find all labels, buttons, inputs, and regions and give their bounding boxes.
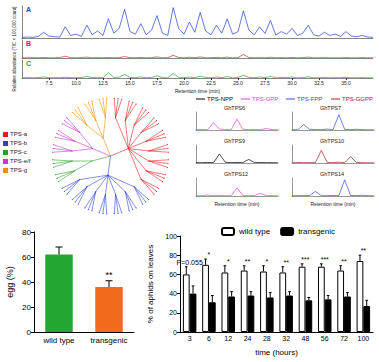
svg-text:32: 32 [282,335,290,342]
svg-text:TPS-NPP: TPS-NPP [207,96,233,102]
svg-text:30.0: 30.0 [287,80,297,86]
svg-text:25.0: 25.0 [233,80,243,86]
svg-text:40: 40 [22,278,31,287]
svg-text:TPS-a: TPS-a [10,131,28,137]
svg-text:% of aphids on leaves: % of aphids on leaves [146,245,155,323]
svg-text:time (hours): time (hours) [255,348,298,357]
svg-text:12.5: 12.5 [98,80,108,86]
svg-text:Relative abundance (TIC × 100,: Relative abundance (TIC × 100,000 count) [12,6,17,91]
svg-text:48: 48 [302,335,310,342]
svg-text:20: 20 [22,303,31,312]
svg-text:GhTPS7: GhTPS7 [320,105,341,111]
svg-text:56: 56 [321,335,329,342]
svg-text:24: 24 [244,335,252,342]
svg-text:TPS-e/f: TPS-e/f [10,158,31,164]
svg-text:Retention time (min): Retention time (min) [214,201,259,207]
svg-text:GhTPS12: GhTPS12 [224,171,248,177]
svg-text:22.5: 22.5 [206,80,216,86]
svg-text:80: 80 [22,228,31,237]
svg-text:7.5: 7.5 [46,80,53,86]
svg-text:transgenic: transgenic [298,227,335,236]
svg-text:12: 12 [224,335,232,342]
svg-text:32.5: 32.5 [314,80,324,86]
svg-text:TPS-g: TPS-g [10,167,27,173]
svg-text:B: B [26,40,31,47]
svg-text:TPS-FPP: TPS-FPP [297,96,322,102]
svg-text:TPS-b: TPS-b [10,140,28,146]
svg-text:P=0.055: P=0.055 [177,259,203,266]
svg-text:C: C [26,60,31,67]
svg-text:GhTPS6: GhTPS6 [224,105,245,111]
svg-text:35.0: 35.0 [341,80,351,86]
svg-text:**: ** [283,259,289,266]
svg-text:20.0: 20.0 [179,80,189,86]
svg-text:15.0: 15.0 [125,80,135,86]
svg-text:**: ** [245,258,251,265]
svg-text:3: 3 [188,335,192,342]
svg-text:40: 40 [169,290,177,297]
svg-text:10.0: 10.0 [71,80,81,86]
svg-text:TPS-GGPP: TPS-GGPP [342,96,373,102]
svg-text:100: 100 [165,233,177,240]
svg-text:TPS-c: TPS-c [10,149,27,155]
svg-text:**: ** [341,258,347,265]
svg-text:*: * [227,258,230,265]
svg-text:**: ** [105,270,113,280]
svg-text:72: 72 [340,335,348,342]
svg-text:60: 60 [169,271,177,278]
svg-text:***: *** [321,256,329,263]
svg-text:27.5: 27.5 [260,80,270,86]
svg-text:GhTPS14: GhTPS14 [320,171,344,177]
svg-text:17.5: 17.5 [152,80,162,86]
svg-text:egg (%): egg (%) [5,266,15,298]
svg-text:wild type: wild type [42,336,75,345]
svg-text:0: 0 [173,329,177,336]
svg-text:60: 60 [22,253,31,262]
svg-text:0: 0 [27,328,32,337]
svg-text:20: 20 [169,309,177,316]
svg-text:80: 80 [169,252,177,259]
svg-text:transgenic: transgenic [91,336,128,345]
svg-text:***: *** [301,256,309,263]
svg-text:Retention time (min): Retention time (min) [310,201,355,207]
svg-text:28: 28 [263,335,271,342]
svg-text:100: 100 [358,335,370,342]
svg-text:6: 6 [207,335,211,342]
svg-text:TPS-GPP: TPS-GPP [252,96,278,102]
svg-text:Retention time (min): Retention time (min) [175,88,220,94]
svg-text:*: * [208,251,211,258]
svg-text:**: ** [361,247,367,254]
svg-text:*: * [265,258,268,265]
svg-text:A: A [26,6,31,13]
svg-text:GhTPS9: GhTPS9 [224,138,245,144]
svg-text:wild type: wild type [238,227,271,236]
svg-text:GhTPS10: GhTPS10 [320,138,344,144]
